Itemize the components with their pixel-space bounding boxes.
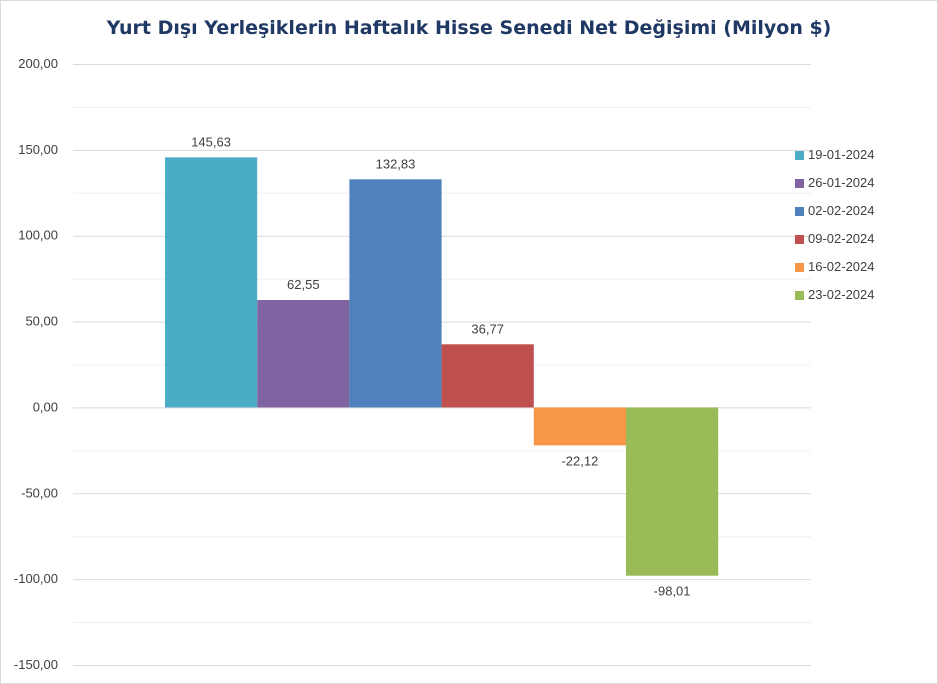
bar-19-01-2024 (165, 157, 258, 408)
bar-02-02-2024 (349, 179, 442, 408)
bars (165, 157, 719, 576)
data-label: -98,01 (654, 584, 691, 599)
legend-label: 19-01-2024 (808, 147, 875, 162)
legend-item: 02-02-2024 (795, 197, 875, 225)
y-tick-label: -50,00 (21, 485, 58, 500)
y-axis: 200,00 150,00 100,00 50,00 0,00 -50,00 -100,00… (14, 56, 58, 672)
data-label: 62,55 (287, 277, 320, 292)
legend-item: 19-01-2024 (795, 141, 875, 169)
data-label: 36,77 (471, 321, 504, 336)
y-tick-label: 0,00 (33, 399, 58, 414)
legend-swatch (795, 290, 804, 300)
y-tick-label: 150,00 (18, 142, 58, 157)
bar-23-02-2024 (626, 407, 719, 576)
bar-26-01-2024 (257, 300, 350, 408)
legend-item: 09-02-2024 (795, 225, 875, 253)
legend-swatch (795, 206, 804, 216)
y-tick-label: 200,00 (18, 56, 58, 71)
legend-swatch (795, 234, 804, 244)
y-tick-label: -150,00 (14, 657, 58, 672)
legend-item: 23-02-2024 (795, 281, 875, 309)
legend-swatch (795, 178, 804, 188)
y-tick-label: 100,00 (18, 228, 58, 243)
legend-label: 02-02-2024 (808, 203, 875, 218)
data-label: -22,12 (561, 453, 598, 468)
legend-label: 09-02-2024 (808, 231, 875, 246)
chart-title: Yurt Dışı Yerleşiklerin Haftalık Hisse S… (106, 17, 832, 39)
legend-label: 16-02-2024 (808, 259, 875, 274)
legend-swatch (795, 150, 804, 160)
legend-swatch (795, 262, 804, 272)
legend-item: 26-01-2024 (795, 169, 875, 197)
data-label: 145,63 (191, 134, 231, 149)
data-labels: 145,63 62,55 132,83 36,77 -22,12 -98,01 (191, 134, 690, 598)
bar-16-02-2024 (533, 407, 626, 446)
legend: 19-01-2024 26-01-2024 02-02-2024 09-02-2024… (795, 141, 875, 309)
y-tick-label: -100,00 (14, 571, 58, 586)
data-label: 132,83 (376, 156, 416, 171)
legend-label: 23-02-2024 (808, 287, 875, 302)
bar-09-02-2024 (441, 344, 534, 408)
legend-item: 16-02-2024 (795, 253, 875, 281)
legend-label: 26-01-2024 (808, 175, 875, 190)
y-tick-label: 50,00 (25, 314, 58, 329)
